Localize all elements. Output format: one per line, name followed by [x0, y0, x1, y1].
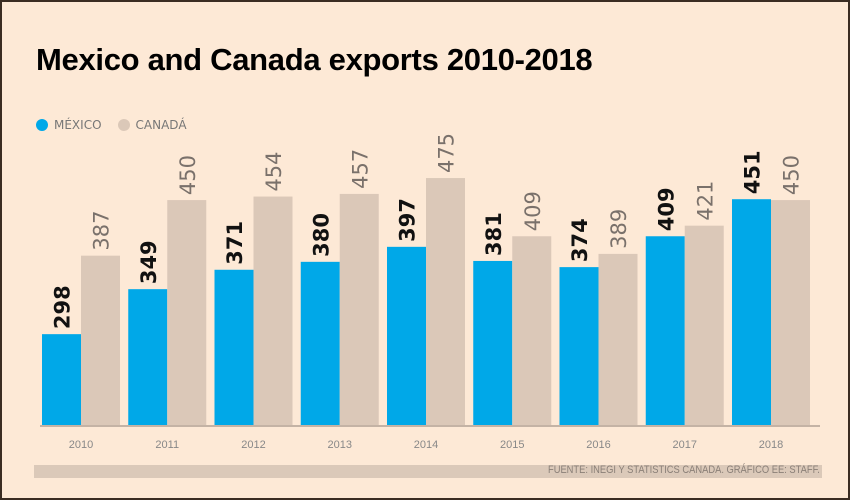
source-bar: FUENTE: INEGI Y STATISTICS CANADA. GRÁFI…	[34, 464, 822, 478]
legend-item-canada: CANADÁ	[117, 118, 187, 132]
bar-canada-2013	[339, 193, 379, 425]
bar-canada-2016	[598, 253, 638, 425]
legend-item-mexico: MÉXICO	[36, 118, 102, 132]
data-label-canada-2012: 454	[262, 151, 286, 191]
bar-canada-2011	[167, 200, 207, 425]
x-tick-label: 2013	[328, 439, 352, 451]
x-tick-label: 2011	[155, 439, 179, 451]
legend-label-canada: CANADÁ	[135, 118, 187, 132]
data-label-canada-2016: 389	[607, 209, 631, 249]
bar-mexico-2018	[732, 199, 771, 425]
legend-swatch-canada	[117, 119, 130, 131]
x-tick-label: 2015	[500, 439, 524, 451]
bar-canada-2012	[253, 196, 293, 425]
chart-title: Mexico and Canada exports 2010-2018	[36, 42, 593, 77]
bar-mexico-2015	[473, 260, 513, 425]
bar-mexico-2014	[387, 246, 426, 425]
legend-label-mexico: MÉXICO	[54, 118, 102, 132]
legend: MÉXICO CANADÁ	[36, 118, 197, 132]
bar-mexico-2016	[559, 267, 599, 425]
bar-mexico-2012	[214, 269, 254, 425]
bar-canada-2018	[771, 200, 810, 425]
data-label-mexico-2017: 409	[654, 187, 678, 231]
data-label-mexico-2018: 451	[741, 150, 765, 194]
data-label-canada-2010: 387	[90, 211, 114, 251]
x-tick-label: 2018	[759, 439, 783, 451]
bar-mexico-2013	[300, 261, 340, 425]
bar-mexico-2010	[42, 334, 81, 425]
data-label-mexico-2014: 397	[396, 198, 420, 242]
data-label-canada-2013: 457	[348, 149, 372, 189]
data-label-mexico-2012: 371	[223, 221, 247, 265]
data-label-canada-2014: 475	[435, 133, 459, 173]
bar-mexico-2011	[128, 289, 168, 425]
source-note: FUENTE: INEGI Y STATISTICS CANADA. GRÁFI…	[548, 464, 820, 476]
data-label-mexico-2011: 349	[137, 240, 161, 284]
data-label-canada-2018: 450	[780, 155, 804, 195]
x-tick-label: 2017	[673, 439, 697, 451]
data-label-canada-2011: 450	[176, 155, 200, 195]
bar-canada-2017	[684, 225, 724, 425]
bar-mexico-2017	[645, 236, 685, 425]
data-label-canada-2015: 409	[521, 191, 545, 231]
data-label-mexico-2013: 380	[309, 213, 333, 257]
legend-swatch-mexico	[36, 119, 48, 131]
x-tick-label: 2012	[241, 439, 265, 451]
bar-canada-2015	[512, 236, 552, 425]
x-tick-label: 2014	[414, 439, 438, 451]
data-label-mexico-2016: 374	[568, 218, 592, 262]
data-label-mexico-2010: 298	[51, 285, 75, 329]
x-tick-label: 2016	[586, 439, 610, 451]
data-label-mexico-2015: 381	[482, 212, 506, 256]
bar-canada-2014	[426, 178, 465, 425]
x-tick-label: 2010	[69, 439, 93, 451]
data-label-canada-2017: 421	[693, 181, 717, 221]
bar-canada-2010	[81, 255, 120, 425]
